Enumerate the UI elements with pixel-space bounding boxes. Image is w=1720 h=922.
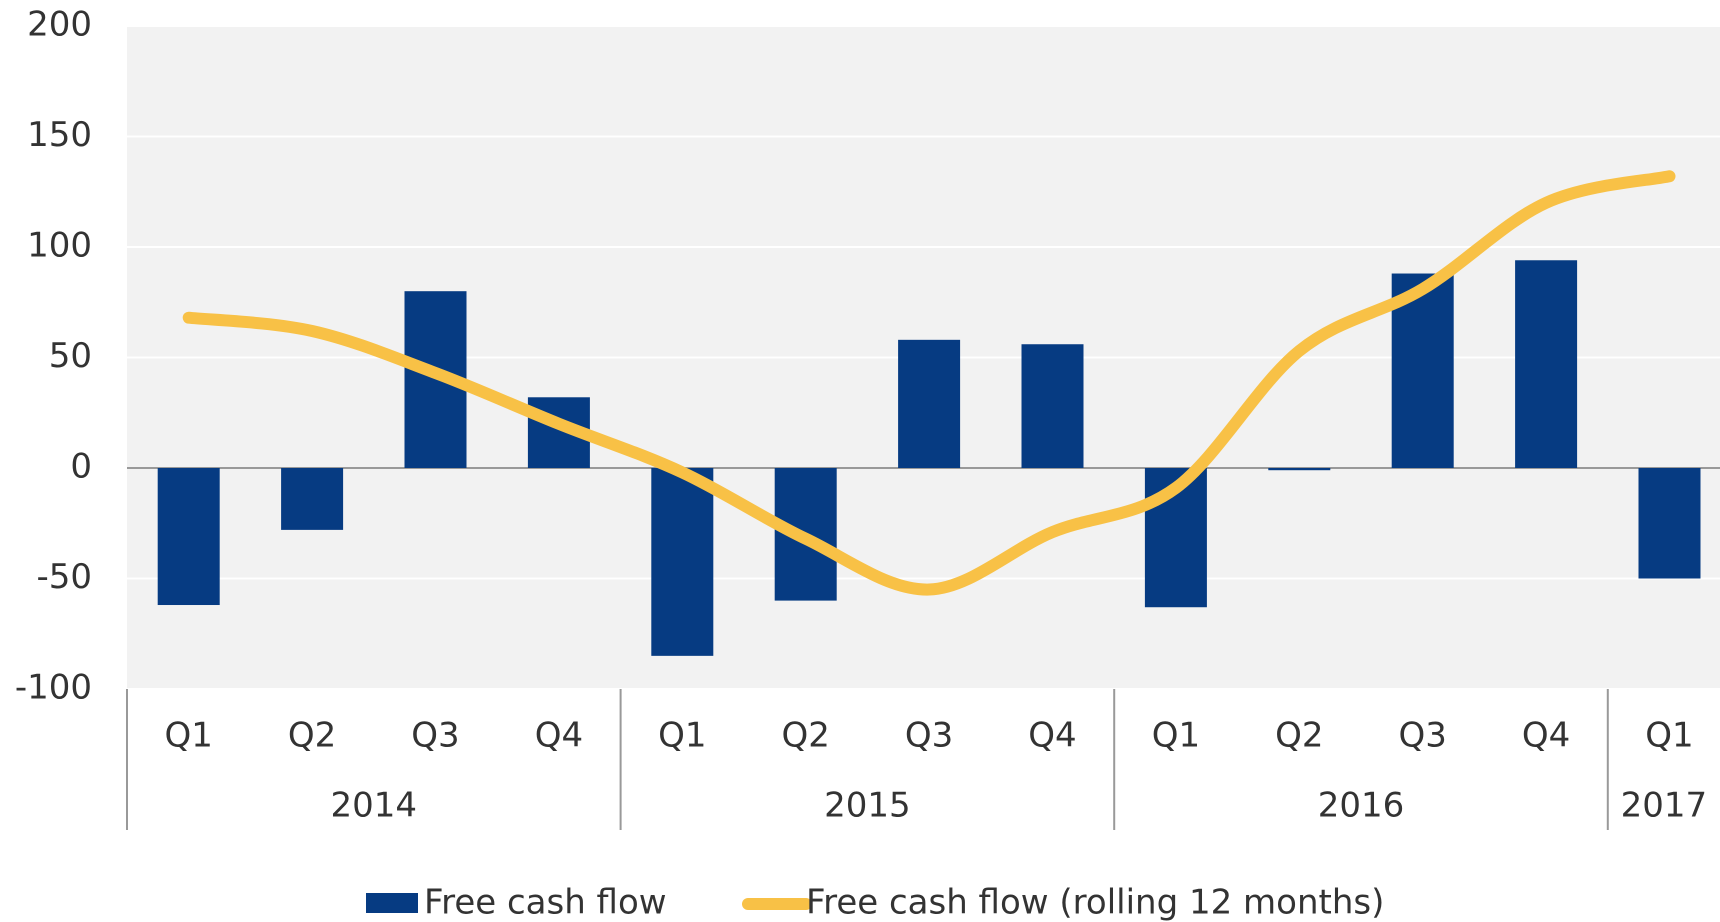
x-tick-label: Q2 xyxy=(781,716,829,756)
legend-swatch xyxy=(366,893,418,913)
x-tick-label: Q1 xyxy=(164,716,212,756)
x-group-label: 2015 xyxy=(824,786,911,826)
x-tick-label: Q3 xyxy=(905,716,953,756)
line xyxy=(182,170,1676,596)
bar xyxy=(1638,468,1701,579)
legend-label: Free cash flow (rolling 12 months) xyxy=(806,883,1384,922)
x-group-label: 2014 xyxy=(331,786,418,826)
legend-label: Free cash flow xyxy=(424,883,667,922)
y-tick-label: 200 xyxy=(27,5,92,45)
y-tick-label: 100 xyxy=(27,226,92,266)
x-tick-label: Q3 xyxy=(411,716,459,756)
y-tick-label: -100 xyxy=(15,668,92,708)
x-tick-label: Q4 xyxy=(535,716,583,756)
x-tick-label: Q1 xyxy=(1152,716,1200,756)
x-tick-label: Q4 xyxy=(1522,716,1570,756)
x-tick-label: Q1 xyxy=(658,716,706,756)
y-tick-label: 50 xyxy=(49,336,92,376)
x-tick-label: Q2 xyxy=(288,716,336,756)
x-tick-label: Q4 xyxy=(1028,716,1076,756)
x-group-label: 2017 xyxy=(1621,786,1708,826)
bar xyxy=(1021,344,1084,468)
y-tick-label: 150 xyxy=(27,115,92,155)
x-tick-label: Q1 xyxy=(1645,716,1693,756)
x-group-label: 2016 xyxy=(1318,786,1405,826)
bar xyxy=(281,468,344,530)
bar xyxy=(1515,260,1578,468)
y-tick-label: 0 xyxy=(70,447,92,487)
bar xyxy=(1268,468,1331,471)
y-tick-label: -50 xyxy=(36,557,92,597)
x-tick-label: Q3 xyxy=(1398,716,1446,756)
bar xyxy=(898,339,961,468)
bar xyxy=(651,468,714,656)
x-tick-label: Q2 xyxy=(1275,716,1323,756)
bar xyxy=(157,468,220,606)
